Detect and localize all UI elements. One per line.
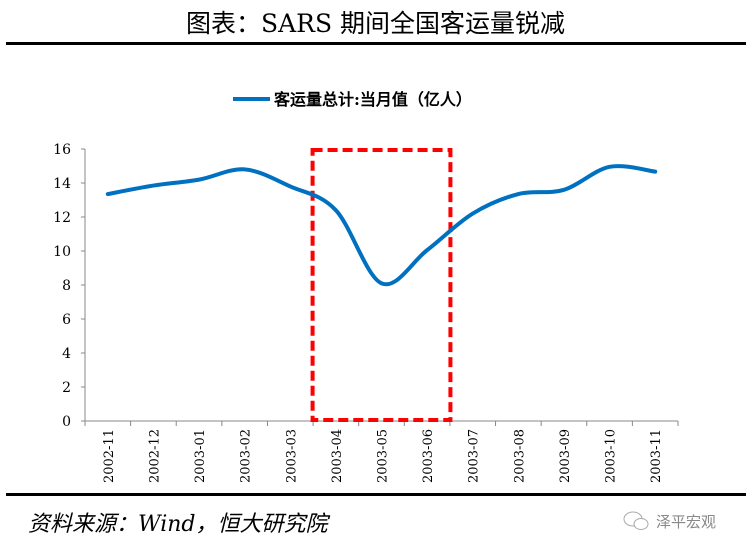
y-tick-label: 4: [62, 346, 71, 362]
x-tick-label: 2002-11: [102, 429, 117, 483]
y-tick-label: 6: [62, 312, 71, 328]
top-rule: [6, 42, 746, 45]
x-tick-label: 2003-04: [330, 429, 345, 483]
x-tick-label: 2003-06: [421, 429, 436, 483]
x-tick-label: 2003-07: [467, 429, 482, 483]
source-note: 资料来源：Wind，恒大研究院: [28, 512, 328, 537]
bottom-rule: [6, 493, 746, 496]
x-tick-label: 2003-11: [649, 429, 664, 483]
y-tick-label: 14: [53, 176, 71, 192]
page-title: 图表：SARS 期间全国客运量锐减: [185, 9, 566, 38]
x-tick-label: 2003-05: [376, 429, 391, 483]
y-tick-label: 0: [62, 414, 71, 430]
x-tick-label: 2003-09: [558, 429, 573, 483]
highlight-box: [310, 148, 453, 422]
y-tick-label: 10: [53, 244, 71, 260]
series-line: [105, 164, 658, 287]
x-tick-label: 2003-10: [604, 429, 619, 483]
x-tick-label: 2003-03: [284, 429, 299, 483]
y-tick-label: 8: [62, 278, 71, 294]
watermark: 泽平宏观: [622, 510, 716, 532]
y-tick-label: 12: [53, 210, 71, 226]
y-tick-label: 16: [53, 142, 71, 158]
y-tick-label: 2: [62, 380, 71, 396]
x-tick-label: 2002-12: [147, 429, 162, 483]
x-tick-label: 2003-01: [193, 429, 208, 483]
line-chart: 0 2 4 6 8 10 12 14 16 2002-11 2002-12 2003-01 2003-0…: [53, 90, 679, 483]
x-tick-label: 2003-02: [239, 429, 254, 483]
wechat-icon: [623, 511, 649, 530]
legend-label: 客运量总计:当月值（亿人）: [274, 90, 472, 109]
watermark-text: 泽平宏观: [656, 512, 717, 531]
x-tick-label: 2003-08: [512, 429, 527, 483]
